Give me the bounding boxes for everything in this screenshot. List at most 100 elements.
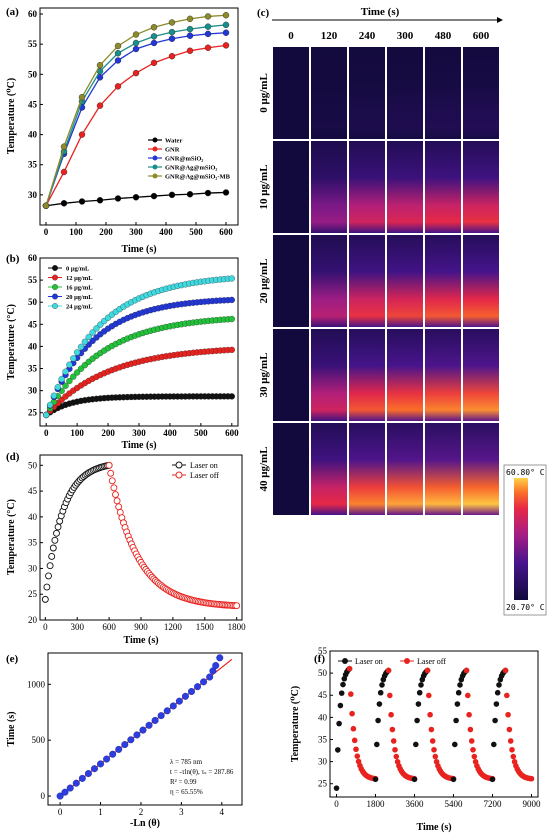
data-point: [194, 683, 202, 691]
data-point: [414, 717, 420, 724]
data-point: [53, 529, 60, 537]
y-tick-label: 0: [41, 791, 46, 801]
data-point: [151, 716, 159, 724]
thermal-image-cell: [273, 141, 309, 233]
data-point: [431, 746, 437, 753]
legend-marker: [52, 265, 58, 271]
data-point: [204, 23, 212, 30]
x-tick-label: 100: [69, 227, 83, 237]
data-point: [387, 692, 393, 699]
data-point: [415, 701, 422, 707]
y-tick-label: 35: [28, 538, 38, 548]
thermal-image-cell: [349, 141, 385, 233]
data-point: [222, 42, 230, 49]
x-tick-label: 4: [220, 807, 225, 817]
panel-d: (d) 0 300 600 900 1200 1500 1800 20 25 30 35 40 45 50…: [6, 451, 246, 646]
panel-b-xlabel: Time (s): [121, 440, 156, 451]
data-point: [228, 393, 235, 400]
data-point: [393, 753, 400, 760]
data-point: [109, 750, 117, 758]
data-point: [505, 711, 511, 718]
data-point: [72, 779, 80, 787]
time-column-label: 240: [359, 30, 376, 42]
data-point: [494, 689, 501, 696]
panel-b-ylabel: Temperature (°C): [6, 304, 17, 380]
data-point: [132, 194, 140, 201]
data-point: [60, 200, 68, 207]
data-point: [338, 690, 345, 696]
data-point: [49, 544, 57, 552]
x-tick-label: 600: [219, 227, 233, 237]
legend-marker: [152, 146, 158, 152]
legend-entry: 24 μg/mL: [66, 304, 93, 311]
legend-entry: Laser off: [417, 657, 446, 666]
x-tick-label: 0: [334, 799, 339, 809]
legend-marker: [52, 274, 58, 281]
data-point: [169, 702, 177, 710]
data-point: [465, 692, 471, 699]
data-point: [457, 682, 463, 688]
data-point: [379, 682, 385, 688]
x-tick-label: 100: [70, 428, 84, 438]
data-point: [66, 784, 74, 792]
data-point: [346, 665, 353, 672]
data-point: [85, 333, 92, 341]
data-point: [452, 741, 458, 748]
data-point: [62, 382, 69, 389]
thermal-image-cell: [349, 235, 385, 327]
data-point: [132, 31, 140, 38]
y-tick-label: 35: [28, 364, 38, 374]
data-point: [463, 667, 470, 674]
data-point: [388, 711, 394, 718]
thermal-image-cell: [387, 141, 423, 233]
concentration-label: 0 μg/mL: [258, 73, 270, 113]
legend-entry: GNR@Ag@mSiO₂: [165, 165, 217, 172]
legend-marker: [152, 137, 158, 143]
concentration-label: 20 μg/mL: [258, 258, 270, 303]
data-point: [206, 673, 214, 681]
data-point: [349, 710, 355, 717]
thermal-image-cell: [463, 141, 499, 233]
y-tick-label: 30: [28, 563, 38, 573]
data-point: [470, 746, 476, 753]
thermal-image-cell: [463, 235, 499, 327]
data-point: [453, 717, 459, 724]
data-point: [115, 503, 123, 511]
data-point: [411, 776, 418, 783]
data-point: [424, 667, 431, 674]
data-point: [78, 198, 86, 205]
thermal-image-cell: [311, 423, 347, 515]
thermal-image-cell: [349, 329, 385, 421]
data-point: [340, 681, 346, 688]
panel-e-label: (e): [6, 653, 19, 665]
data-point: [489, 776, 496, 783]
data-point: [471, 753, 478, 760]
data-point: [54, 523, 62, 531]
data-point: [212, 661, 220, 669]
thermal-image-cell: [273, 423, 309, 515]
legend-marker: [152, 155, 158, 161]
x-tick-label: 400: [163, 428, 177, 438]
legend-entry: 20 μg/mL: [66, 294, 93, 301]
data-point: [416, 689, 423, 696]
y-tick-label: 50: [28, 69, 38, 79]
time-column-label: 600: [473, 30, 490, 42]
y-tick-label: 1000: [27, 679, 46, 689]
legend-entry: Laser on: [355, 657, 383, 666]
legend-entry: 0 μg/mL: [66, 266, 90, 273]
data-point: [186, 15, 194, 23]
data-point: [115, 745, 123, 753]
data-point: [46, 401, 54, 409]
x-tick-label: 0: [44, 428, 49, 438]
data-point: [413, 741, 419, 748]
data-point: [450, 776, 457, 783]
data-point: [528, 775, 535, 782]
data-point: [222, 189, 230, 196]
data-point: [43, 583, 51, 591]
thermal-image-cell: [311, 329, 347, 421]
panel-f-frame: [329, 650, 539, 798]
data-point: [228, 275, 235, 282]
data-point: [504, 692, 510, 699]
data-point: [90, 765, 98, 773]
